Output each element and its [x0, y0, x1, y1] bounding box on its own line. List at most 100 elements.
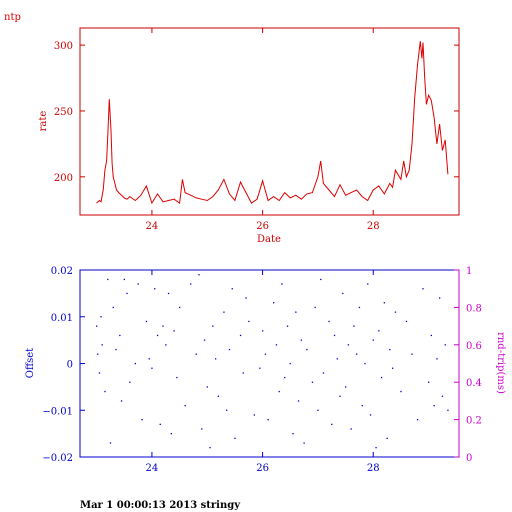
offset-point	[345, 386, 347, 388]
offset-point	[215, 358, 217, 360]
offset-point	[405, 320, 408, 323]
offset-point	[392, 367, 394, 369]
roundtrip-y-tick-label: 0.8	[466, 303, 482, 314]
offset-point	[311, 381, 314, 383]
offset-point	[228, 348, 231, 351]
offset-point	[248, 320, 250, 323]
offset-point	[286, 325, 289, 327]
offset-point	[151, 367, 153, 369]
offset-point	[262, 330, 264, 332]
roundtrip-y-tick-label: 0.4	[466, 378, 482, 389]
rate-y-ticks: 200 250 300	[54, 41, 459, 184]
offset-point	[264, 353, 267, 355]
roundtrip-y-ticks: 0 0.2 0.4 0.6 0.8 1	[454, 266, 482, 464]
offset-point	[328, 320, 330, 323]
offset-point	[212, 325, 214, 327]
offset-point	[367, 283, 369, 285]
offset-point	[284, 376, 286, 379]
offset-point	[231, 288, 233, 290]
offset-x-tick-label: 26	[256, 463, 269, 474]
offset-points	[96, 274, 449, 449]
offset-point	[123, 278, 125, 281]
rate-x-ticks: 24 26 28	[146, 28, 380, 232]
rate-y-tick-label: 250	[54, 107, 73, 118]
offset-point	[154, 288, 156, 290]
offset-point	[358, 306, 361, 309]
offset-point	[242, 372, 244, 374]
offset-point	[120, 400, 123, 402]
offset-point	[386, 437, 388, 439]
rate-series-line	[96, 41, 449, 205]
offset-point	[380, 376, 383, 379]
offset-point	[342, 292, 344, 295]
offset-point	[320, 278, 322, 281]
offset-point	[170, 433, 172, 435]
offset-point	[447, 409, 449, 411]
rate-y-tick-label: 300	[54, 41, 73, 52]
offset-point	[96, 325, 98, 327]
roundtrip-y-tick-label: 0	[466, 453, 472, 464]
rate-plot-frame	[79, 27, 460, 216]
rate-x-axis-label: Date	[257, 234, 281, 245]
offset-point	[297, 400, 300, 402]
offset-point	[173, 330, 175, 332]
footer-timestamp: Mar 1 00:00:13 2013 stringy	[80, 500, 241, 511]
offset-point	[411, 353, 413, 355]
offset-point	[104, 390, 106, 393]
offset-point	[234, 437, 236, 439]
offset-point	[336, 358, 338, 360]
rate-y-tick-label: 200	[54, 173, 73, 184]
offset-x-tick-label: 28	[367, 463, 380, 474]
offset-point	[389, 348, 391, 351]
offset-point	[107, 278, 109, 281]
offset-point	[289, 362, 291, 365]
offset-point	[134, 362, 136, 365]
offset-point	[195, 353, 197, 355]
offset-point	[148, 358, 150, 360]
offset-point	[126, 292, 128, 295]
offset-point	[179, 306, 181, 309]
offset-point	[430, 334, 432, 337]
offset-plot-frame	[79, 269, 460, 458]
offset-point	[422, 288, 424, 290]
offset-point	[115, 348, 117, 351]
offset-y-tick-label: 0.01	[51, 313, 73, 324]
offset-point	[184, 405, 186, 407]
offset-point	[129, 381, 131, 383]
offset-point	[112, 306, 114, 309]
offset-point	[141, 419, 143, 421]
offset-point	[275, 344, 278, 346]
offset-point	[361, 405, 363, 407]
offset-y-tick-label: 0	[67, 360, 73, 371]
offset-point	[416, 419, 419, 421]
offset-point	[206, 386, 208, 388]
offset-point	[253, 414, 255, 416]
offset-point	[444, 344, 446, 346]
offset-point	[109, 442, 112, 444]
offset-point	[201, 428, 203, 430]
offset-point	[314, 306, 316, 309]
rate-x-tick-label: 24	[146, 221, 159, 232]
offset-point	[317, 409, 319, 411]
offset-point	[372, 339, 374, 341]
offset-point	[209, 447, 211, 449]
offset-point	[436, 358, 438, 360]
offset-point	[356, 353, 358, 355]
offset-point	[300, 339, 302, 341]
offset-point	[101, 344, 103, 346]
offset-point	[281, 283, 283, 285]
offset-x-ticks: 24 26 28	[146, 270, 380, 474]
page-title: ntp	[4, 12, 21, 23]
offset-point	[145, 320, 148, 323]
offset-point	[441, 395, 444, 397]
offset-point	[159, 423, 161, 425]
offset-point	[98, 372, 101, 374]
offset-point	[137, 283, 139, 285]
offset-point	[217, 395, 219, 397]
offset-point	[245, 297, 247, 299]
rate-chart: 24 26 28 200 250 300 Date rate	[38, 27, 460, 245]
rate-x-tick-label: 26	[256, 221, 269, 232]
offset-point	[100, 316, 102, 318]
offset-point	[203, 339, 206, 341]
